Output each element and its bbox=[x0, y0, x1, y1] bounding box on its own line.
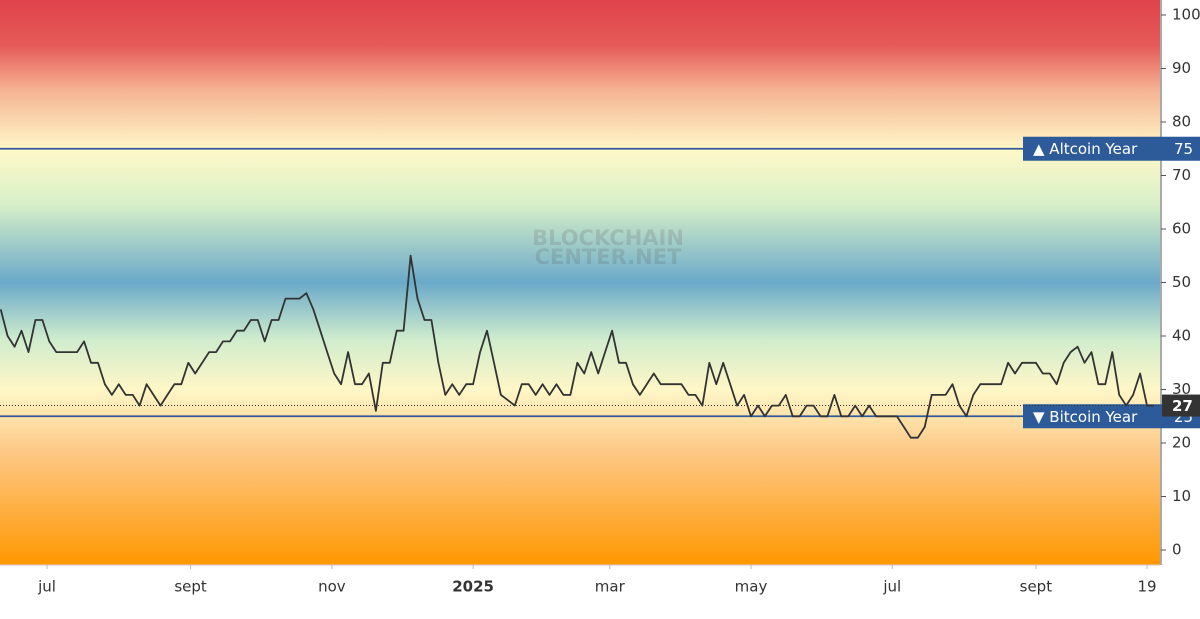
threshold-label: ▲ Altcoin Year bbox=[1033, 140, 1138, 158]
y-tick-label: 50 bbox=[1172, 273, 1191, 291]
y-tick-label: 70 bbox=[1172, 166, 1191, 184]
x-tick-label: jul bbox=[882, 578, 901, 596]
x-tick-label: sept bbox=[174, 578, 207, 596]
watermark-text: CENTER.NET bbox=[535, 245, 682, 269]
current-label: 27 bbox=[1172, 397, 1193, 415]
y-tick-label: 30 bbox=[1172, 380, 1191, 398]
y-tick-label: 10 bbox=[1172, 487, 1191, 505]
x-tick-label: may bbox=[735, 578, 768, 596]
threshold-label: ▼ Bitcoin Year bbox=[1033, 408, 1138, 426]
y-tick-label: 20 bbox=[1172, 434, 1191, 452]
x-tick-label: 2025 bbox=[452, 578, 494, 596]
data-line bbox=[0, 254, 1154, 439]
y-tick-label: 0 bbox=[1172, 541, 1182, 559]
y-tick-label: 80 bbox=[1172, 112, 1191, 130]
y-tick-label: 100 bbox=[1172, 5, 1200, 23]
x-tick-label: 19 bbox=[1137, 578, 1156, 596]
x-tick-label: jul bbox=[37, 578, 56, 596]
y-tick-label: 60 bbox=[1172, 219, 1191, 237]
current-badge bbox=[1162, 394, 1200, 417]
y-tick-label: 90 bbox=[1172, 59, 1191, 77]
y-tick-label: 40 bbox=[1172, 327, 1191, 345]
threshold-value: 75 bbox=[1174, 140, 1193, 158]
watermark: BLOCKCHAIN CENTER.NET bbox=[532, 226, 684, 269]
threshold-badge bbox=[1023, 136, 1200, 161]
x-tick-label: sept bbox=[1020, 578, 1053, 596]
x-tick-label: mar bbox=[595, 578, 626, 596]
watermark-text: BLOCKCHAIN bbox=[532, 226, 684, 250]
x-tick-label: nov bbox=[318, 578, 346, 596]
plot-background bbox=[0, 0, 1160, 565]
